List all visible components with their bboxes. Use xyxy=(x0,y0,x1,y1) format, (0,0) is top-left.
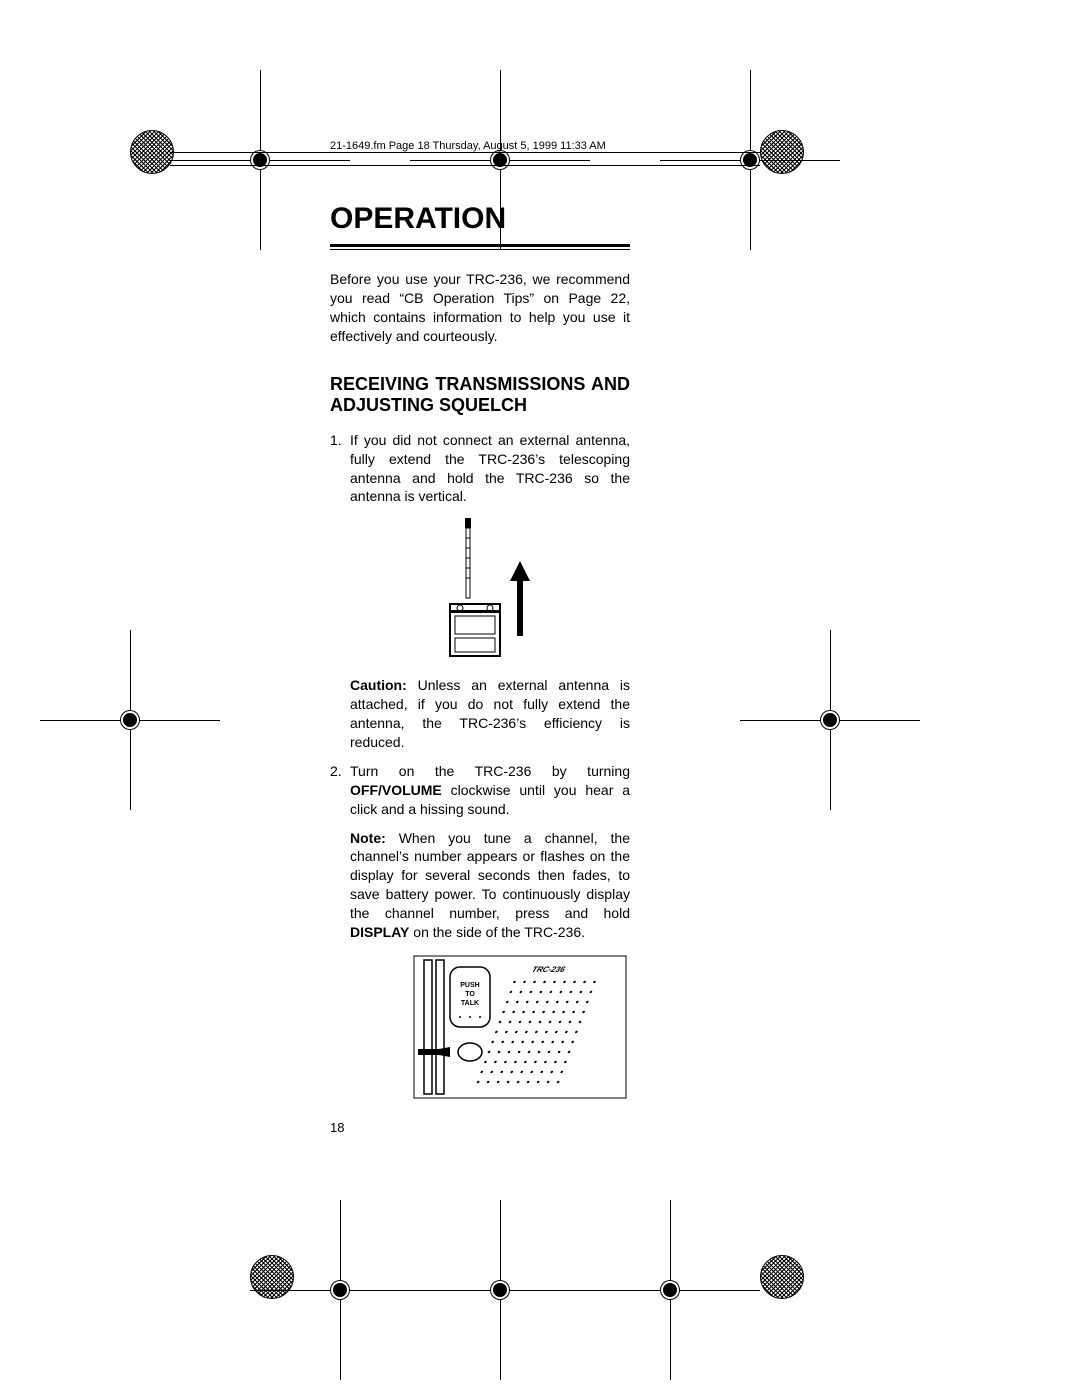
svg-text:PUSH: PUSH xyxy=(460,982,479,989)
reg-mark-bot3 xyxy=(640,1260,700,1320)
reg-hatched-botleft xyxy=(250,1255,294,1299)
illustration-antenna xyxy=(380,516,600,666)
note-bold: DISPLAY xyxy=(350,924,409,940)
reg-mark-left xyxy=(100,690,160,750)
frame-header-text: 21-1649.fm Page 18 Thursday, August 5, 1… xyxy=(330,140,730,152)
item2-bold: OFF/VOLUME xyxy=(350,782,442,798)
svg-text:TALK: TALK xyxy=(461,1000,479,1007)
display-icon: PUSH TO TALK TRC-236 xyxy=(410,952,630,1102)
antenna-icon xyxy=(425,516,555,666)
list-body: If you did not connect an external anten… xyxy=(350,431,630,507)
caution-paragraph: Caution: Unless an external antenna is a… xyxy=(350,676,630,752)
reg-hatched-botright xyxy=(760,1255,804,1299)
reg-mark-bot2 xyxy=(470,1260,530,1320)
svg-text:TRC-236: TRC-236 xyxy=(531,965,567,974)
reg-hatched-topleft xyxy=(130,130,174,174)
list-item-2: 2. Turn on the TRC-236 by turning OFF/VO… xyxy=(330,762,630,819)
svg-text:TO: TO xyxy=(465,991,475,998)
list-number: 2. xyxy=(330,762,350,819)
note-paragraph: Note: When you tune a channel, the chann… xyxy=(350,829,630,942)
reg-mark-bot1 xyxy=(310,1260,370,1320)
reg-mark-right xyxy=(800,690,860,750)
list-number: 1. xyxy=(330,431,350,507)
note-pre: When you tune a channel, the channel’s n… xyxy=(350,830,630,922)
intro-paragraph: Before you use your TRC-236, we recommen… xyxy=(330,270,630,346)
list-item-1: 1. If you did not connect an external an… xyxy=(330,431,630,507)
page-number: 18 xyxy=(330,1120,730,1135)
illustration-display: PUSH TO TALK TRC-236 xyxy=(400,952,640,1102)
section-heading: RECEIVING TRANSMISSIONS AND ADJUSTING SQ… xyxy=(330,374,630,417)
body-column: Before you use your TRC-236, we recommen… xyxy=(330,270,630,1102)
note-label: Note: xyxy=(350,830,386,846)
note-post: on the side of the TRC-236. xyxy=(409,924,585,940)
page-title: OPERATION xyxy=(330,202,730,236)
list-body: Turn on the TRC-236 by turning OFF/VOLUM… xyxy=(350,762,630,819)
speaker-grille xyxy=(477,981,597,1083)
page-content: 21-1649.fm Page 18 Thursday, August 5, 1… xyxy=(280,140,730,1135)
caution-label: Caution: xyxy=(350,677,407,693)
item2-pre: Turn on the TRC-236 by turning xyxy=(350,763,630,779)
title-underline xyxy=(330,244,630,250)
